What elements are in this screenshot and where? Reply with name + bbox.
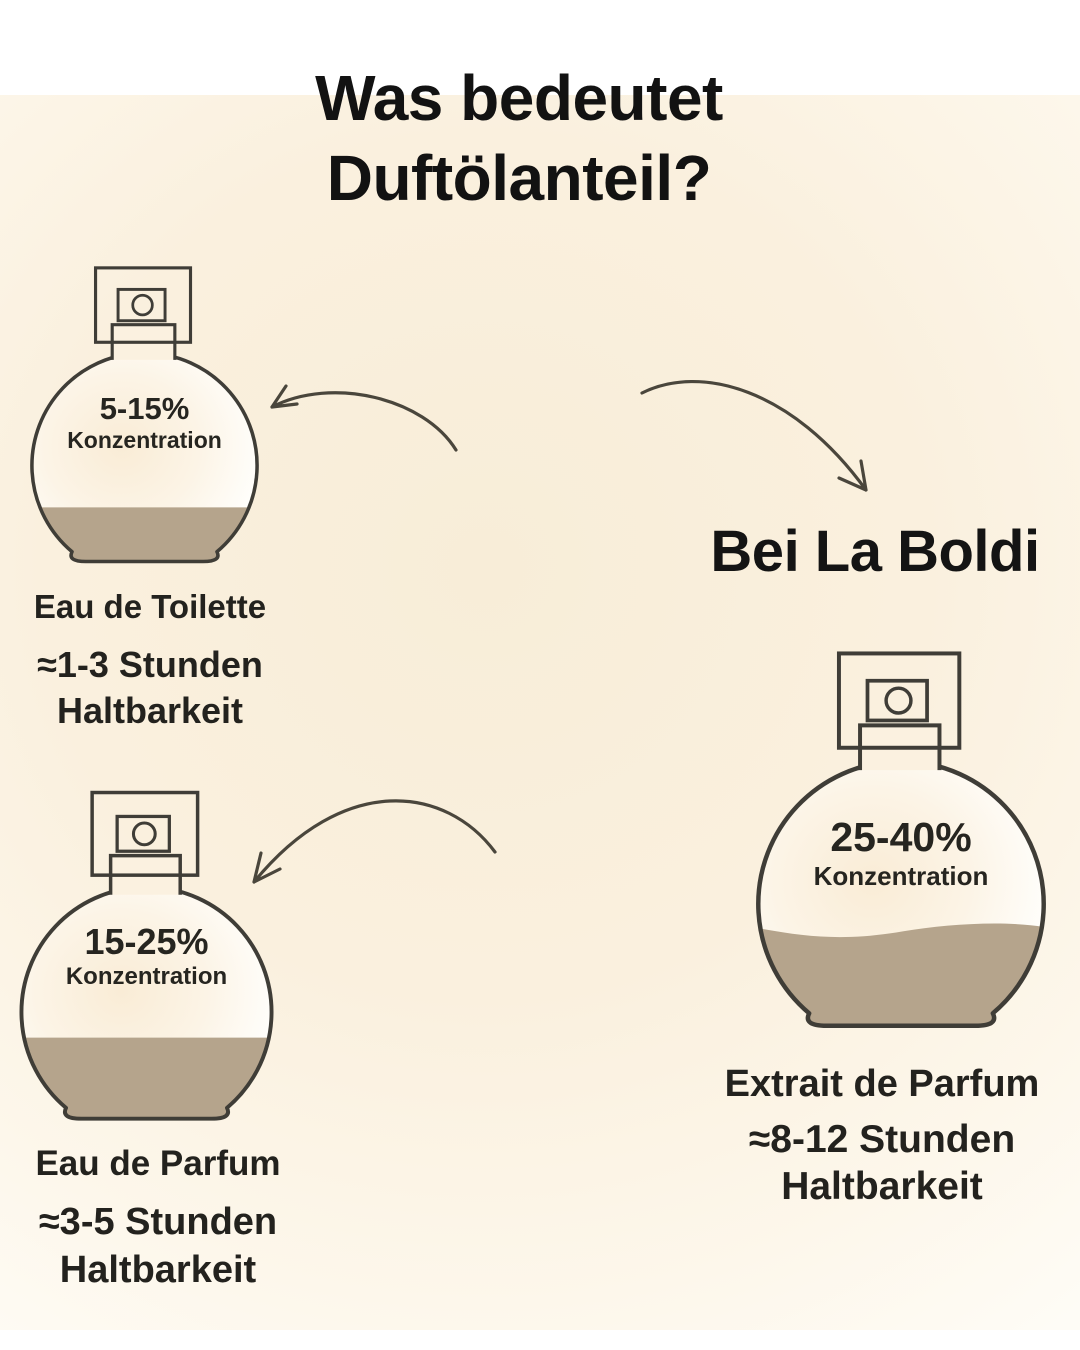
spray-nozzle-icon xyxy=(865,678,929,723)
bottle-eau-de-parfum: 15-25% Konzentration xyxy=(16,786,277,1147)
caption-eau-de-toilette: Eau de Toilette ≈1-3 Stunden Haltbarkeit xyxy=(0,588,300,734)
spray-nozzle-icon xyxy=(115,814,171,853)
bottle-body-outline xyxy=(756,759,1046,1028)
nozzle-hole-icon xyxy=(131,293,154,317)
curved-arrow-down-left-icon xyxy=(252,799,497,884)
curved-arrow-left-icon xyxy=(270,384,458,452)
duration-hours: ≈1-3 Stunden xyxy=(37,644,263,685)
liquid-fill xyxy=(31,507,258,562)
liquid-fill xyxy=(21,1037,272,1119)
liquid-fill xyxy=(758,923,1044,1026)
concentration-caption: Konzentration xyxy=(65,963,228,990)
bottle-name: Eau de Toilette xyxy=(33,588,267,625)
bottle-body-outline xyxy=(19,885,274,1121)
spray-cap-icon xyxy=(93,266,193,344)
bottom-white-band xyxy=(0,1330,1080,1350)
concentration-label: 5-15% Konzentration xyxy=(27,391,262,454)
concentration-caption: Konzentration xyxy=(67,427,222,453)
bottle-eau-de-toilette: 5-15% Konzentration xyxy=(27,262,262,587)
duration-durability: Haltbarkeit xyxy=(56,690,244,731)
bottle-duration: ≈1-3 Stunden Haltbarkeit xyxy=(0,642,300,734)
bottle-name: Extrait de Parfum xyxy=(724,1063,1040,1105)
spray-nozzle-icon xyxy=(116,287,167,323)
caption-extrait-de-parfum: Extrait de Parfum ≈8-12 Stunden Haltbark… xyxy=(688,1062,1076,1210)
page-title: Was bedeutet Duftölanteil? xyxy=(0,58,1038,218)
concentration-value: 5-15% xyxy=(99,391,190,426)
brand-note: Bei La Boldi xyxy=(710,519,1040,584)
spray-cap-icon xyxy=(836,651,962,750)
bottle-body-outline xyxy=(30,351,259,564)
duration-hours: ≈8-12 Stunden xyxy=(748,1118,1016,1161)
page-title-line2: Duftölanteil? xyxy=(326,142,712,214)
concentration-value: 15-25% xyxy=(84,921,209,962)
duration-durability: Haltbarkeit xyxy=(781,1165,983,1208)
duration-durability: Haltbarkeit xyxy=(59,1249,257,1291)
bottle-name: Eau de Parfum xyxy=(35,1144,281,1183)
curved-arrow-down-right-icon xyxy=(640,380,868,492)
spray-cap-icon xyxy=(90,790,200,877)
concentration-label: 15-25% Konzentration xyxy=(16,922,277,991)
bottle-extrait-de-parfum: 25-40% Konzentration xyxy=(752,646,1050,1058)
duration-hours: ≈3-5 Stunden xyxy=(38,1201,278,1243)
nozzle-hole-icon xyxy=(131,821,157,847)
concentration-label: 25-40% Konzentration xyxy=(752,814,1050,891)
top-white-band xyxy=(0,0,1080,95)
bottle-duration: ≈8-12 Stunden Haltbarkeit xyxy=(688,1116,1076,1210)
concentration-value: 25-40% xyxy=(830,814,972,860)
concentration-caption: Konzentration xyxy=(813,861,989,891)
page-title-line1: Was bedeutet xyxy=(315,62,723,134)
caption-eau-de-parfum: Eau de Parfum ≈3-5 Stunden Haltbarkeit xyxy=(0,1144,316,1294)
bottle-duration: ≈3-5 Stunden Haltbarkeit xyxy=(0,1198,316,1294)
nozzle-hole-icon xyxy=(884,686,913,715)
